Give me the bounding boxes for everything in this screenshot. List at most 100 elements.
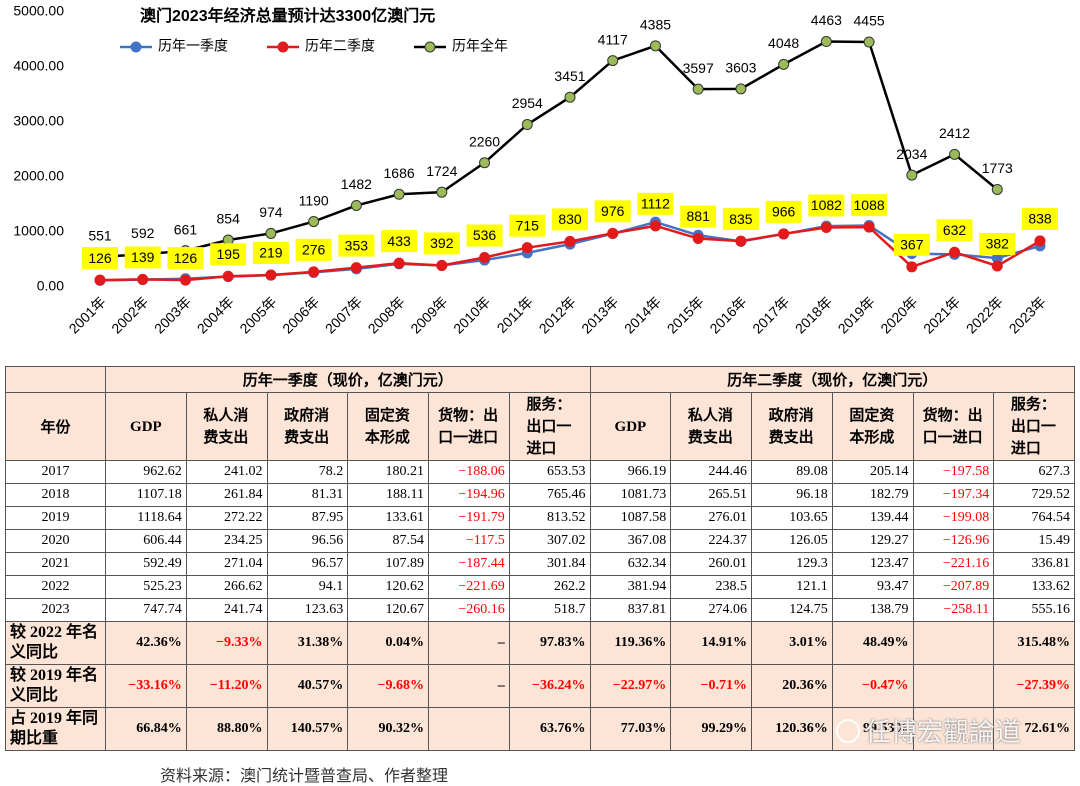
y-tick-label: 2000.00 <box>13 168 64 184</box>
header-text: 私人消费支出 <box>687 407 733 446</box>
table-cell: 77.03% <box>589 707 672 751</box>
watermark-icon <box>836 719 860 743</box>
data-label: 4455 <box>854 13 885 29</box>
data-label: 536 <box>473 227 497 243</box>
table-cell: 2020 <box>5 529 106 553</box>
x-tick-label: 2021年 <box>920 293 963 336</box>
data-label: 126 <box>88 250 112 266</box>
table-cell: 182.79 <box>831 483 914 507</box>
table-cell: 525.23 <box>105 575 187 599</box>
table-cell: 747.74 <box>105 598 187 622</box>
table-cell: 126.05 <box>751 529 833 553</box>
data-point <box>479 252 491 264</box>
table-row: 较 2022 年名义同比 42.36% −9.33% 31.38% 0.04% –97.8… <box>5 621 1075 665</box>
table-row: 占 2019 年同期比重 66.84% 88.80% 140.57% 90.32% 63.… <box>5 707 1075 751</box>
data-point <box>778 58 790 70</box>
data-label: 4385 <box>640 17 671 33</box>
table-cell: −9.33% <box>185 621 268 665</box>
table-cell: 107.89 <box>347 552 429 576</box>
x-tick-label: 2016年 <box>706 293 749 336</box>
table-cell: 87.54 <box>347 529 429 553</box>
data-point <box>393 257 405 269</box>
label-box <box>509 214 546 237</box>
data-label: 392 <box>430 235 454 251</box>
x-tick-label: 2007年 <box>322 293 365 336</box>
table-cell: 2017 <box>5 460 106 484</box>
table-cell: 765.46 <box>508 483 591 507</box>
table-cell: 3.01% <box>751 621 833 665</box>
data-label: 195 <box>217 246 241 262</box>
table-cell: 72.61% <box>993 707 1075 751</box>
data-label: 3603 <box>725 60 756 76</box>
data-label: 367 <box>900 237 924 253</box>
data-label: 881 <box>687 208 711 224</box>
data-point <box>906 261 918 273</box>
table-cell: 244.46 <box>670 460 752 484</box>
table-cell: 121.1 <box>751 575 833 599</box>
table-cell: 99.29% <box>670 707 752 751</box>
table-cell: 307.02 <box>508 529 591 553</box>
table-cell: 14.91% <box>670 621 752 665</box>
data-point <box>906 169 918 181</box>
y-tick-label: 1000.00 <box>13 223 64 239</box>
table-row: 历年一季度（现价，亿澳门元） 历年二季度（现价，亿澳门元） <box>5 366 1075 393</box>
y-tick-label: 0.00 <box>37 278 64 294</box>
data-point <box>820 221 832 233</box>
table-cell: 78.2 <box>266 460 349 484</box>
table-cell: 966.19 <box>589 460 672 484</box>
table-row: 较 2019 年名义同比 −33.16% −11.20% 40.57% −9.68% – −… <box>5 664 1075 708</box>
header-text: 政府消费支出 <box>768 407 814 446</box>
table-cell: 123.47 <box>831 552 914 576</box>
table-cell: 1087.58 <box>589 506 672 530</box>
table-cell: 40.57% <box>266 664 349 708</box>
table-cell: 272.22 <box>185 506 268 530</box>
label-box <box>423 232 460 255</box>
table-cell <box>912 621 995 665</box>
x-tick-label: 2013年 <box>578 293 621 336</box>
table-cell: 276.01 <box>670 506 752 530</box>
table-cell: −194.96 <box>428 483 510 507</box>
x-tick-label: 2009年 <box>407 293 450 336</box>
data-point <box>436 186 448 198</box>
table-cell: 2018 <box>5 483 106 507</box>
table-cell: 1107.18 <box>105 483 187 507</box>
data-point <box>564 235 576 247</box>
label-box <box>295 238 332 261</box>
data-point <box>991 260 1003 272</box>
label-box <box>466 224 503 247</box>
data-label: 661 <box>174 221 198 237</box>
x-tick-label: 2012年 <box>535 293 578 336</box>
label-box <box>167 247 204 270</box>
y-tick-label: 3000.00 <box>13 113 64 129</box>
table-cell: 301.84 <box>508 552 591 576</box>
data-label: 966 <box>772 204 796 220</box>
x-tick-label: 2015年 <box>664 293 707 336</box>
label-box <box>210 243 247 266</box>
data-point <box>265 227 277 239</box>
table-cell: 133.62 <box>993 575 1075 599</box>
data-label: 126 <box>174 250 198 266</box>
table-cell: 87.95 <box>266 506 349 530</box>
data-label: 276 <box>302 242 326 258</box>
data-point <box>350 199 362 211</box>
column-header: 服务：出口一进口 <box>993 392 1075 461</box>
data-label: 551 <box>88 227 112 243</box>
column-header: GDP <box>105 392 187 461</box>
table-cell: −126.96 <box>912 529 995 553</box>
table-cell: −33.16% <box>105 664 187 708</box>
table-cell: −221.69 <box>428 575 510 599</box>
table-cell: −11.20% <box>185 664 268 708</box>
x-tick-label: 2005年 <box>236 293 279 336</box>
table-cell: 241.74 <box>185 598 268 622</box>
table-cell: 99.53% <box>831 707 914 751</box>
column-header: 货物：出口一进口 <box>428 392 510 461</box>
data-label: 2034 <box>896 146 927 162</box>
data-point <box>949 148 961 160</box>
table-cell: −258.11 <box>912 598 995 622</box>
table-cell: 234.25 <box>185 529 268 553</box>
data-label: 3451 <box>554 68 585 84</box>
series-line <box>99 40 999 258</box>
table-cell: 120.36% <box>751 707 833 751</box>
data-label: 139 <box>131 249 155 265</box>
x-tick-label: 2010年 <box>450 293 493 336</box>
